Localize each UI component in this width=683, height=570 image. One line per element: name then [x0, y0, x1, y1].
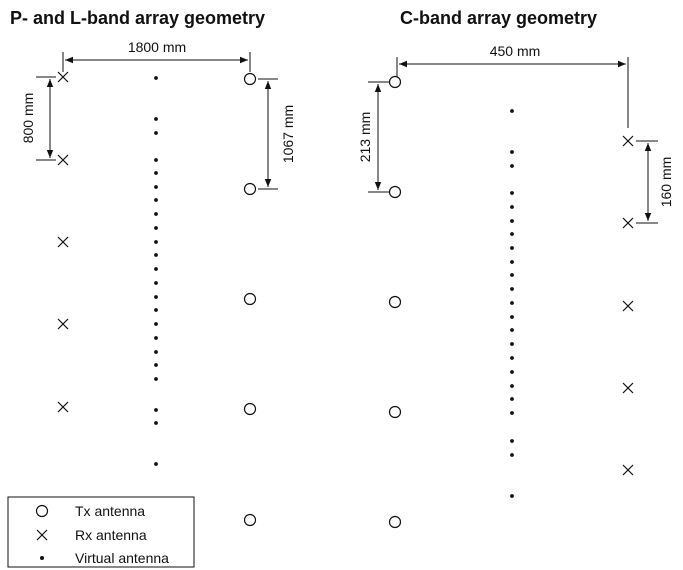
rx-antenna-marker	[622, 382, 634, 394]
virtual-antenna-marker	[154, 212, 158, 216]
c-horizontal-dimension-label: 450 mm	[490, 43, 541, 59]
c-tx-spacing-label: 213 mm	[357, 112, 373, 163]
virtual-antenna-marker	[510, 494, 514, 498]
rx-antenna-marker	[57, 401, 69, 413]
pl-virtual-antennas	[154, 76, 158, 466]
tx-antenna-marker	[388, 405, 402, 419]
c-rx-spacing-label: 160 mm	[658, 157, 674, 208]
pl-rx-spacing-label: 800 mm	[20, 93, 36, 144]
virtual-antenna-marker	[154, 408, 158, 412]
pl-tx-vertical-dimension	[258, 78, 278, 190]
virtual-antenna-marker	[154, 158, 158, 162]
virtual-antenna-marker	[154, 131, 158, 135]
virtual-antenna-marker	[510, 260, 514, 264]
pl-horizontal-dimension-label: 1800 mm	[128, 39, 186, 55]
rx-antenna-marker	[622, 217, 634, 229]
virtual-antenna-marker	[510, 109, 514, 113]
virtual-antenna-marker	[510, 439, 514, 443]
rx-antenna-marker	[57, 154, 69, 166]
tx-antenna-marker	[243, 402, 257, 416]
virtual-antenna-marker	[154, 421, 158, 425]
c-virtual-antennas	[510, 109, 514, 498]
legend-rx-icon	[36, 529, 48, 541]
virtual-antenna-marker	[510, 164, 514, 168]
legend-tx-icon	[35, 504, 49, 518]
c-rx-antennas	[622, 135, 634, 476]
tx-antenna-marker	[243, 513, 257, 527]
c-band-title: C-band array geometry	[400, 8, 597, 28]
virtual-antenna-marker	[510, 246, 514, 250]
virtual-antenna-marker	[510, 273, 514, 277]
legend-tx-label: Tx antenna	[75, 503, 145, 519]
rx-antenna-marker	[57, 236, 69, 248]
virtual-antenna-marker	[510, 411, 514, 415]
virtual-antenna-marker	[154, 76, 158, 80]
pl-horizontal-dimension	[62, 52, 251, 72]
rx-antenna-marker	[57, 318, 69, 330]
virtual-antenna-marker	[154, 253, 158, 257]
virtual-antenna-marker	[510, 342, 514, 346]
virtual-antenna-marker	[154, 295, 158, 299]
virtual-antenna-marker	[154, 117, 158, 121]
virtual-antenna-marker	[510, 287, 514, 291]
tx-antenna-marker	[243, 292, 257, 306]
virtual-antenna-marker	[510, 205, 514, 209]
legend-virtual-icon	[40, 556, 44, 560]
virtual-antenna-marker	[510, 356, 514, 360]
virtual-antenna-marker	[154, 462, 158, 466]
rx-antenna-marker	[622, 135, 634, 147]
virtual-antenna-marker	[510, 328, 514, 332]
legend-rx-label: Rx antenna	[75, 527, 147, 543]
virtual-antenna-marker	[510, 232, 514, 236]
virtual-antenna-marker	[154, 185, 158, 189]
virtual-antenna-marker	[154, 377, 158, 381]
pl-tx-antennas	[243, 72, 257, 527]
virtual-antenna-marker	[510, 301, 514, 305]
tx-antenna-marker	[243, 72, 257, 86]
virtual-antenna-marker	[154, 363, 158, 367]
virtual-antenna-marker	[154, 350, 158, 354]
virtual-antenna-marker	[510, 397, 514, 401]
virtual-antenna-marker	[510, 315, 514, 319]
tx-antenna-marker	[388, 295, 402, 309]
virtual-antenna-marker	[154, 308, 158, 312]
rx-antenna-marker	[622, 300, 634, 312]
virtual-antenna-marker	[510, 384, 514, 388]
virtual-antenna-marker	[154, 281, 158, 285]
c-tx-antennas	[388, 75, 402, 529]
virtual-antenna-marker	[510, 191, 514, 195]
c-tx-vertical-dimension	[368, 81, 390, 193]
virtual-antenna-marker	[154, 198, 158, 202]
tx-antenna-marker	[243, 182, 257, 196]
virtual-antenna-marker	[154, 226, 158, 230]
virtual-antenna-marker	[154, 240, 158, 244]
virtual-antenna-marker	[154, 336, 158, 340]
virtual-antenna-marker	[154, 267, 158, 271]
c-horizontal-dimension	[396, 57, 629, 128]
pl-band-title: P- and L-band array geometry	[10, 8, 265, 28]
c-rx-vertical-dimension	[636, 140, 658, 224]
pl-rx-antennas	[57, 71, 69, 413]
virtual-antenna-marker	[510, 219, 514, 223]
pl-rx-vertical-dimension	[36, 76, 56, 161]
legend: Tx antenna Rx antenna Virtual antenna	[7, 496, 195, 568]
virtual-antenna-marker	[154, 171, 158, 175]
virtual-antenna-marker	[154, 322, 158, 326]
tx-antenna-marker	[388, 75, 402, 89]
rx-antenna-marker	[622, 464, 634, 476]
tx-antenna-marker	[388, 185, 402, 199]
rx-antenna-marker	[57, 71, 69, 83]
pl-tx-spacing-label: 1067 mm	[280, 105, 296, 163]
virtual-antenna-marker	[510, 150, 514, 154]
virtual-antenna-marker	[510, 453, 514, 457]
legend-virtual-label: Virtual antenna	[75, 550, 169, 566]
virtual-antenna-marker	[510, 370, 514, 374]
tx-antenna-marker	[388, 515, 402, 529]
